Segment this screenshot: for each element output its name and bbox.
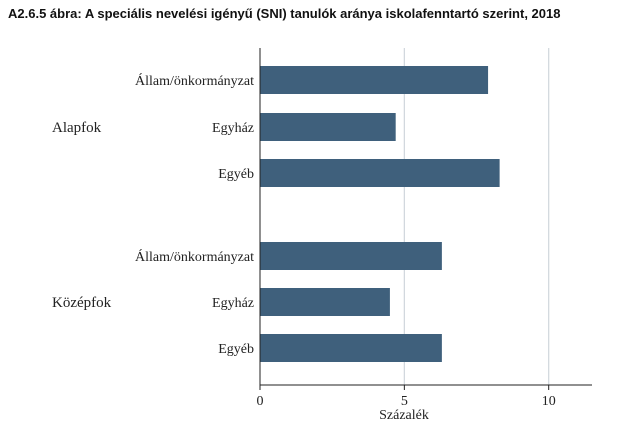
gridlines [403, 48, 550, 385]
bar [260, 334, 442, 362]
x-axis: 0 5 10 [257, 48, 592, 409]
category-label: Állam/önkormányzat [135, 248, 254, 265]
category-label: Egyéb [218, 342, 254, 357]
x-tick-label: 10 [542, 394, 556, 409]
group-label: Alapfok [52, 120, 102, 136]
bar [260, 242, 442, 270]
x-tick-label: 5 [401, 394, 408, 409]
category-label: Egyház [212, 121, 254, 136]
category-labels: Alapfok Állam/önkormányzat Egyház Egyéb Közé… [52, 72, 254, 357]
bar [260, 288, 390, 316]
category-label: Állam/önkormányzat [135, 72, 254, 89]
bar [260, 159, 500, 187]
bar [260, 113, 396, 141]
category-label: Egyház [212, 296, 254, 311]
group-label: Középfok [52, 295, 112, 311]
chart-title: A2.6.5 ábra: A speciális nevelési igényű… [8, 6, 561, 21]
x-axis-title: Százalék [379, 408, 429, 423]
category-label: Egyéb [218, 167, 254, 182]
bar [260, 66, 489, 94]
bars [260, 66, 500, 362]
x-tick-label: 0 [257, 394, 264, 409]
